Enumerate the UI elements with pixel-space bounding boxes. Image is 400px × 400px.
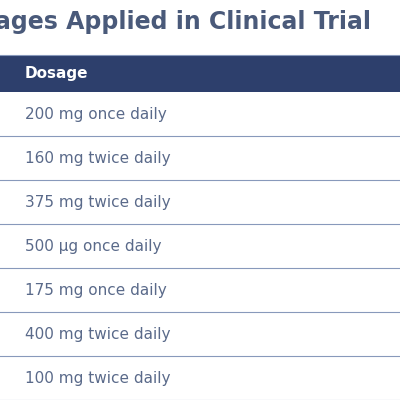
- Text: 500 µg once daily: 500 µg once daily: [25, 238, 162, 254]
- Text: 400 mg twice daily: 400 mg twice daily: [25, 326, 170, 342]
- Bar: [0, 55, 400, 92]
- Text: ages Applied in Clinical Trial: ages Applied in Clinical Trial: [0, 10, 371, 34]
- Text: 175 mg once daily: 175 mg once daily: [25, 282, 167, 298]
- Text: 375 mg twice daily: 375 mg twice daily: [25, 194, 171, 210]
- Text: Dosage: Dosage: [25, 66, 88, 81]
- Text: 160 mg twice daily: 160 mg twice daily: [25, 150, 171, 166]
- Text: 100 mg twice daily: 100 mg twice daily: [25, 370, 170, 386]
- Text: 200 mg once daily: 200 mg once daily: [25, 106, 167, 122]
